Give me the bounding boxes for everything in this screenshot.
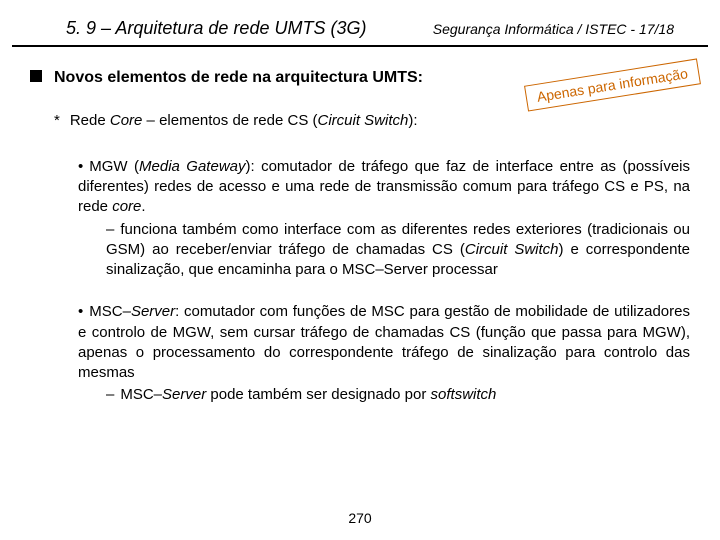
mgw-dash-block: –funciona também como interface com as d… [106, 220, 690, 281]
t-it: core [112, 198, 141, 215]
dot-bullet-icon: • [78, 158, 83, 175]
t-it: Core [110, 112, 143, 129]
star-bullet-row: * Rede Core – elementos de rede CS (Circ… [54, 111, 690, 131]
t: ): [408, 112, 417, 129]
t: – elementos de rede CS ( [142, 112, 317, 129]
header-title-right: Segurança Informática / ISTEC - 17/18 [433, 21, 674, 37]
t: MGW ( [89, 158, 139, 175]
t: pode também ser designado por [206, 386, 430, 403]
t: MSC– [89, 303, 131, 320]
mgw-block: •MGW (Media Gateway): comutador de tráfe… [78, 157, 690, 281]
t-it: Media Gateway [139, 158, 245, 175]
slide-content: Novos elementos de rede na arquitectura … [0, 47, 720, 406]
header-title-left: 5. 9 – Arquitetura de rede UMTS (3G) [66, 18, 366, 39]
dash-bullet-icon: – [106, 221, 114, 238]
t-it: Circuit Switch [317, 112, 408, 129]
msc-dash-block: –MSC–Server pode também ser designado po… [106, 385, 690, 405]
star-bullet-icon: * [54, 111, 60, 131]
t-it: Circuit Switch [465, 241, 559, 258]
star-bullet-text: Rede Core – elementos de rede CS (Circui… [70, 111, 418, 131]
square-bullet-icon [30, 70, 42, 82]
t: Rede [70, 112, 110, 129]
page-number: 270 [348, 510, 371, 526]
t-it: softswitch [431, 386, 497, 403]
main-bullet-row: Novos elementos de rede na arquitectura … [30, 67, 690, 89]
t-it: Server [131, 303, 175, 320]
dot-bullet-icon: • [78, 303, 83, 320]
msc-block: •MSC–Server: comutador com funções de MS… [78, 302, 690, 405]
t: MSC– [120, 386, 162, 403]
t: . [141, 198, 145, 215]
dash-bullet-icon: – [106, 386, 114, 403]
slide-header: 5. 9 – Arquitetura de rede UMTS (3G) Seg… [12, 0, 708, 47]
t-it: Server [162, 386, 206, 403]
main-bullet-text: Novos elementos de rede na arquitectura … [54, 67, 423, 89]
